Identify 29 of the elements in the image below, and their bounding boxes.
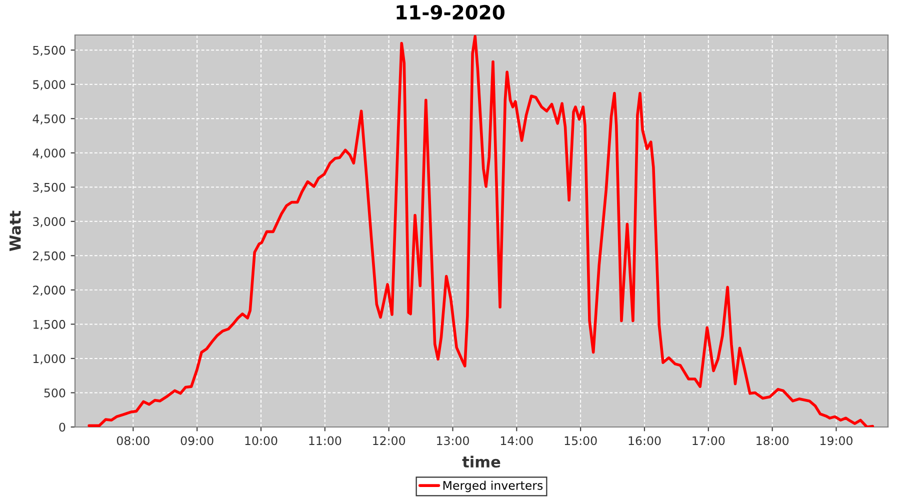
- legend-label: Merged inverters: [443, 480, 543, 492]
- y-tick-label: 4,000: [32, 148, 66, 159]
- x-axis-title: time: [462, 456, 500, 468]
- y-tick-label: 1,000: [33, 354, 66, 364]
- y-tick-label: 5,500: [33, 46, 66, 56]
- x-tick-label: 11:00: [309, 436, 342, 446]
- x-tick-label: 15:00: [564, 436, 597, 446]
- x-tick-label: 08:00: [116, 436, 150, 446]
- y-tick-label: 3,000: [33, 217, 66, 228]
- x-tick-label: 10:00: [245, 436, 278, 446]
- x-tick-label: 16:00: [628, 436, 661, 446]
- line-series: [88, 35, 874, 427]
- y-axis-title: Watt: [10, 210, 21, 252]
- chart-title: 11-9-2020: [396, 4, 504, 20]
- y-tick-label: 2,000: [33, 286, 66, 296]
- y-tick-label: 5,000: [33, 80, 66, 90]
- x-tick-label: 19:00: [820, 436, 852, 446]
- y-tick-label: 3,500: [33, 182, 66, 193]
- y-tick-label: 1,500: [33, 320, 66, 330]
- y-tick-label: 500: [44, 388, 66, 398]
- y-tick-label: 2,500: [33, 251, 66, 262]
- x-tick-label: 09:00: [180, 436, 214, 446]
- x-tick-label: 17:00: [692, 436, 725, 446]
- x-tick-label: 12:00: [373, 436, 406, 446]
- x-tick-label: 13:00: [437, 436, 469, 446]
- y-tick-label: 4,500: [32, 114, 66, 124]
- x-tick-label: 18:00: [756, 436, 789, 446]
- y-tick-label: 0: [59, 422, 66, 432]
- x-tick-label: 14:00: [500, 436, 533, 446]
